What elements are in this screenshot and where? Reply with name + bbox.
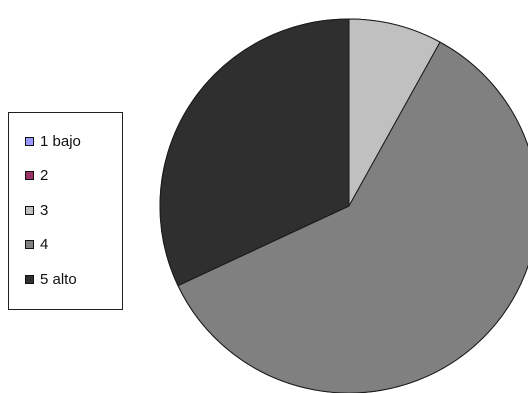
legend-item-4: 4 — [25, 234, 48, 254]
legend-label-4: 4 — [40, 235, 49, 253]
legend-swatch-5-alto — [25, 274, 34, 284]
legend-label-1-bajo: 1 bajo — [40, 132, 81, 150]
legend-swatch-4 — [25, 239, 34, 249]
legend-item-2: 2 — [25, 165, 48, 185]
legend-swatch-1-bajo — [25, 136, 34, 146]
legend-item-5-alto: 5 alto — [25, 269, 77, 289]
pie-slice-4 — [177, 41, 528, 393]
pie-slice-5-alto — [159, 18, 350, 287]
legend-item-3: 3 — [25, 200, 48, 220]
chart-legend: 1 bajo 2 3 4 5 alto — [8, 112, 123, 310]
legend-label-2: 2 — [40, 166, 49, 184]
legend-label-3: 3 — [40, 201, 49, 219]
legend-label-5-alto: 5 alto — [40, 270, 77, 288]
legend-swatch-3 — [25, 205, 34, 215]
legend-swatch-2 — [25, 170, 34, 180]
pie-slice-3 — [348, 18, 441, 208]
legend-item-1-bajo: 1 bajo — [25, 131, 81, 151]
